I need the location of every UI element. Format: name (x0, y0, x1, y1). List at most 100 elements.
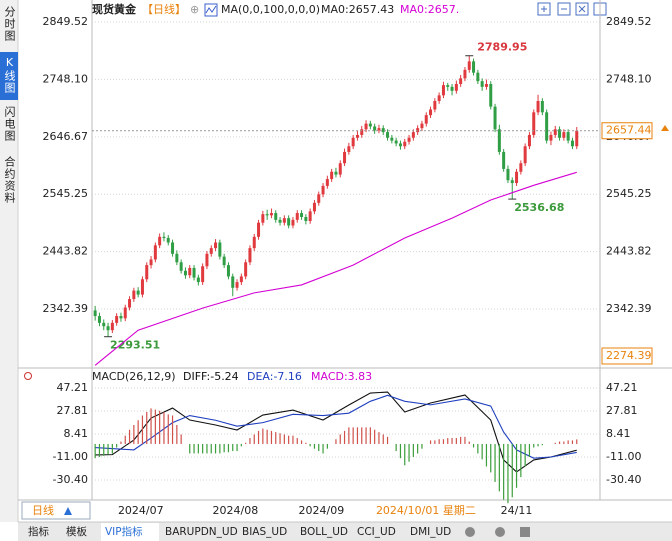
bottom-tab[interactable]: 指标 (28, 525, 49, 538)
candle-body (282, 218, 286, 223)
candle-body (420, 123, 424, 129)
x-tick-label: 2024/09 (299, 504, 345, 517)
y-tick-label: 47.21 (57, 381, 89, 394)
candle-body (360, 129, 364, 135)
y-tick-label-right: 2342.39 (606, 302, 652, 315)
candle-body (265, 214, 269, 216)
candle-body (97, 316, 101, 323)
candle-body (472, 61, 476, 73)
candle-body (493, 106, 497, 130)
candle-body (545, 112, 549, 141)
candle-body (149, 259, 153, 266)
candle-body (416, 128, 420, 133)
candle-body (231, 276, 235, 288)
candle-body (123, 307, 127, 319)
candle-body (433, 100, 437, 110)
candle-body (446, 85, 450, 87)
toolbar-icons[interactable] (537, 2, 607, 16)
y-tick-label: 2646.67 (43, 130, 89, 143)
candle-body (355, 134, 359, 138)
candle-body (429, 109, 433, 116)
candle-body (403, 141, 407, 147)
candle-body (519, 163, 523, 172)
y-tick-label-right: 2748.10 (606, 72, 652, 85)
period-label[interactable]: 【日线】 (142, 2, 186, 16)
settings-icon[interactable]: ⊕ (190, 3, 199, 16)
y-tick-label: 2748.10 (43, 72, 89, 85)
bottom-tab[interactable]: BOLL_UD (300, 526, 348, 538)
candle-body (334, 171, 338, 175)
candle-body (171, 242, 175, 254)
side-tab[interactable]: K线图 (3, 56, 16, 94)
candle-body (93, 310, 97, 317)
scroll-arrow[interactable] (661, 125, 669, 131)
y-tick-label-right: -30.40 (606, 473, 641, 486)
candle-body (140, 279, 144, 295)
bottom-tab[interactable]: BIAS_UD (242, 526, 287, 538)
candle-body (179, 262, 183, 271)
y-tick-label: 2342.39 (43, 302, 89, 315)
y-tick-label: -30.40 (53, 473, 88, 486)
candle-body (145, 265, 149, 280)
candle-body (562, 132, 566, 138)
candle-body (536, 100, 540, 113)
candle-body (102, 322, 106, 327)
ma-icon[interactable] (204, 3, 218, 17)
candle-body (570, 140, 574, 147)
candle-body (153, 245, 157, 260)
tab-selected-bg (0, 52, 18, 100)
candle-body (527, 134, 531, 147)
ma-value: MA0:2657.43 (321, 3, 394, 16)
legend-entry: DIFF:-5.24 (183, 370, 239, 383)
macd-title: MACD(26,12,9) (92, 370, 176, 383)
y-tick-label-right: 8.41 (606, 427, 631, 440)
candle-body (497, 129, 501, 152)
candle-body (317, 194, 321, 203)
period-arrow[interactable] (64, 507, 72, 515)
candle-body (300, 213, 304, 218)
side-tab[interactable]: 合约资料 (3, 155, 16, 204)
bottom-tab[interactable]: BARUPDN_UD (165, 526, 238, 538)
side-tab[interactable]: 闪电图 (3, 105, 16, 142)
candle-body (295, 213, 299, 220)
y-tick-label-right: 47.21 (606, 381, 638, 394)
candle-body (132, 290, 136, 300)
candle-body (175, 253, 179, 263)
low-annotation: 2293.51 (110, 339, 160, 352)
candle-body (553, 129, 557, 135)
side-tab[interactable]: 分时图 (3, 6, 16, 42)
candle-body (549, 134, 553, 141)
macd-settings-icon[interactable] (24, 372, 32, 380)
candle-body (480, 81, 484, 87)
candle-body (506, 168, 510, 181)
candle-body (381, 128, 385, 133)
candle-body (467, 61, 471, 70)
bottom-tab[interactable]: VIP指标 (105, 525, 143, 538)
bottom-tab[interactable]: 模板 (66, 525, 87, 538)
sidebar (0, 0, 18, 522)
candle-body (252, 236, 256, 249)
y-tick-label: 2849.52 (43, 15, 89, 28)
candle-body (390, 137, 394, 141)
candle-body (188, 267, 192, 276)
bottom-tab[interactable]: CCI_UD (357, 526, 396, 538)
candle-body (205, 253, 209, 267)
candle-body (441, 85, 445, 96)
candle-body (158, 236, 162, 246)
candle-body (119, 316, 123, 319)
y-tick-label-right: 27.81 (606, 404, 638, 417)
candle-body (128, 299, 132, 308)
line-series (94, 171, 577, 366)
candle-body (201, 266, 205, 283)
bottom-icons[interactable] (465, 527, 530, 537)
candle-body (476, 72, 480, 82)
bottom-tab[interactable]: DMI_UD (410, 526, 451, 538)
low-annotation: 2536.68 (514, 201, 564, 214)
period-button[interactable] (21, 501, 91, 520)
candle-body (463, 69, 467, 79)
last-price-label: 2657.44 (606, 124, 652, 137)
x-tick-label: 2024/07 (118, 504, 164, 517)
period-button-label[interactable]: 日线 (32, 503, 54, 517)
candle-body (304, 217, 308, 221)
